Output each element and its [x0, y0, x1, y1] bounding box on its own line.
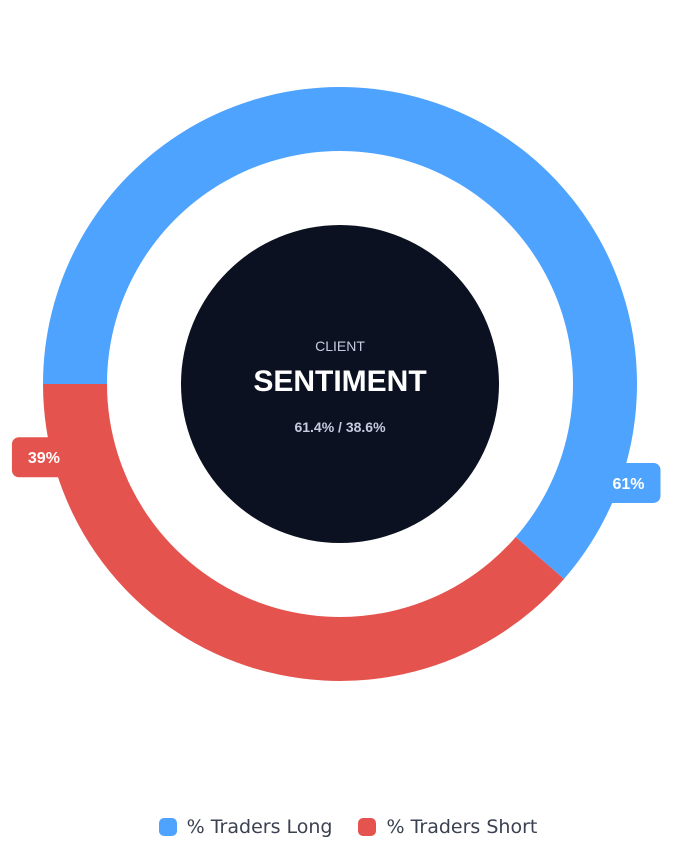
legend-item-long[interactable]: % Traders Long	[158, 816, 333, 838]
badge-label: 39%	[28, 450, 60, 467]
legend-item-short[interactable]: % Traders Short	[358, 816, 537, 838]
legend: % Traders Long % Traders Short	[0, 810, 696, 844]
badge-bg	[596, 462, 661, 503]
donut-slices	[43, 86, 637, 681]
legend-swatch-short	[358, 818, 377, 836]
slice-badges: 61% 39%	[11, 437, 661, 503]
center-ratio: 61.4% / 38.6%	[294, 419, 386, 435]
slice-badge-short: 39%	[11, 437, 76, 478]
center-kicker: CLIENT	[315, 338, 365, 354]
center-disc	[181, 225, 499, 543]
legend-label-short: % Traders Short	[386, 816, 538, 838]
badge-bg	[11, 437, 76, 478]
legend-label-long: % Traders Long	[186, 816, 333, 838]
slice-short[interactable]	[43, 384, 565, 681]
center-title: SENTIMENT	[253, 365, 426, 398]
legend-swatch-long	[158, 818, 177, 836]
slice-badge-long: 61%	[596, 462, 661, 503]
donut-chart: CLIENT SENTIMENT 61.4% / 38.6% 61% 39%	[11, 86, 661, 681]
slice-long[interactable]	[43, 86, 637, 580]
badge-label: 61%	[612, 476, 644, 493]
